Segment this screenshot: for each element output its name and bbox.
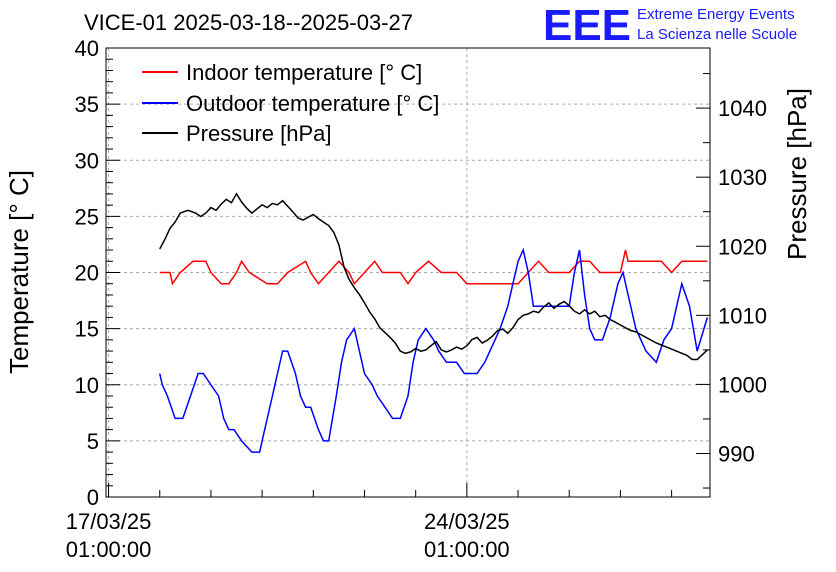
y-tick-label-right: 990: [718, 441, 755, 466]
series-line-1: [158, 247, 709, 453]
left-axis: 0 5 10 15 20 25 30 35 40: [75, 36, 120, 510]
y-tick-label-left: 0: [87, 485, 99, 510]
chart-title: VICE-01 2025-03-18--2025-03-27: [84, 10, 413, 35]
x-tick-label-date: 24/03/25: [424, 509, 510, 534]
legend-label-outdoor: Outdoor temperature [° C]: [186, 91, 439, 116]
legend: Indoor temperature [° C] Outdoor tempera…: [142, 60, 439, 146]
right-axis: 990 1000 1010 1020 1030 1040: [696, 73, 767, 489]
y-tick-label-left: 5: [87, 429, 99, 454]
x-tick-label-time: 01:00:00: [66, 537, 152, 562]
y-tick-label-right: 1030: [718, 165, 767, 190]
legend-label-indoor: Indoor temperature [° C]: [186, 60, 422, 85]
x-axis: 17/03/25 01:00:00 24/03/25 01:00:00: [66, 483, 673, 562]
x-tick-label-time: 01:00:00: [424, 537, 510, 562]
eee-logo-line1: Extreme Energy Events: [637, 6, 795, 23]
y-tick-label-left: 35: [75, 92, 99, 117]
legend-label-pressure: Pressure [hPa]: [186, 121, 332, 146]
y-tick-label-left: 15: [75, 317, 99, 342]
y-tick-label-left: 25: [75, 204, 99, 229]
y-tick-label-right: 1010: [718, 303, 767, 328]
series-line-2: [159, 192, 708, 361]
y-tick-label-right: 1000: [718, 372, 767, 397]
y-tick-label-right: 1040: [718, 96, 767, 121]
series-layer: [158, 192, 709, 453]
y-tick-label-right: 1020: [718, 234, 767, 259]
eee-logo-line2: La Scienza nelle Scuole: [637, 26, 797, 43]
grid: [106, 48, 710, 497]
series-line-0: [159, 249, 708, 286]
y-axis-right-label: Pressure [hPa]: [782, 88, 812, 260]
eee-logo-mark: EEE: [543, 1, 631, 50]
y-axis-left-label: Temperature [° C]: [4, 170, 34, 374]
y-tick-label-left: 40: [75, 36, 99, 61]
y-tick-label-left: 20: [75, 261, 99, 286]
y-tick-label-left: 30: [75, 148, 99, 173]
y-tick-label-left: 10: [75, 373, 99, 398]
eee-logo: EEE Extreme Energy Events La Scienza nel…: [543, 1, 797, 50]
x-tick-label-date: 17/03/25: [66, 509, 152, 534]
